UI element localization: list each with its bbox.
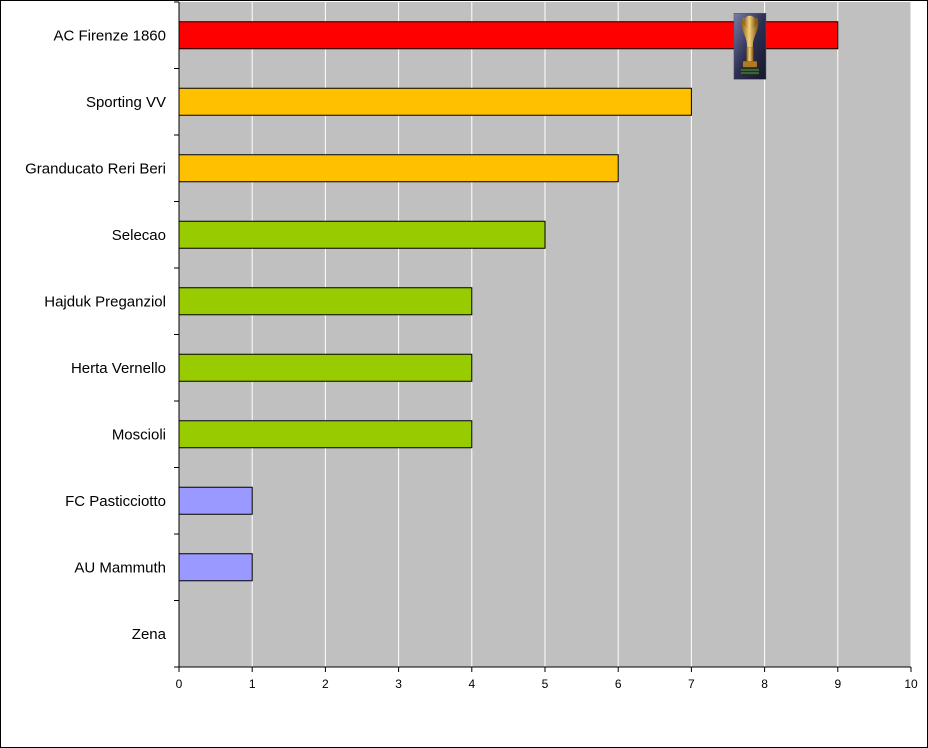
category-label: Selecao (112, 227, 166, 244)
bars (178, 21, 839, 582)
x-tick-label: 4 (468, 677, 475, 691)
bar (178, 420, 473, 449)
category-label: Moscioli (112, 426, 166, 443)
bar (178, 220, 546, 249)
x-tick-label: 2 (322, 677, 329, 691)
x-tick-labels: 0 1 2 3 4 5 6 7 8 9 10 (176, 677, 918, 691)
x-tick-label: 6 (615, 677, 622, 691)
bar (178, 353, 473, 382)
category-label: Granducato Reri Beri (25, 160, 166, 177)
x-tick-label: 10 (904, 677, 918, 691)
category-label: AC Firenze 1860 (53, 27, 166, 44)
x-tick-label: 3 (395, 677, 402, 691)
bar (178, 287, 473, 316)
trophy-icon (733, 13, 767, 80)
marker-layer (733, 13, 767, 80)
bar (178, 486, 253, 515)
category-labels: AC Firenze 1860 Sporting VV Granducato Rer… (25, 27, 167, 643)
bar (178, 553, 253, 582)
category-label: Herta Vernello (71, 360, 166, 377)
category-label: Zena (132, 626, 167, 643)
x-tick-label: 8 (761, 677, 768, 691)
x-tick-label: 9 (834, 677, 841, 691)
x-tick-label: 5 (542, 677, 549, 691)
category-label: FC Pasticciotto (65, 493, 166, 510)
category-label: Sporting VV (86, 94, 166, 111)
x-tick-label: 0 (176, 677, 183, 691)
bar (178, 154, 619, 183)
category-label: AU Mammuth (74, 559, 166, 576)
bar (178, 87, 692, 116)
category-label: Hajduk Preganziol (44, 293, 166, 310)
x-tick-label: 1 (249, 677, 256, 691)
bar (178, 21, 839, 50)
x-tick-label: 7 (688, 677, 695, 691)
